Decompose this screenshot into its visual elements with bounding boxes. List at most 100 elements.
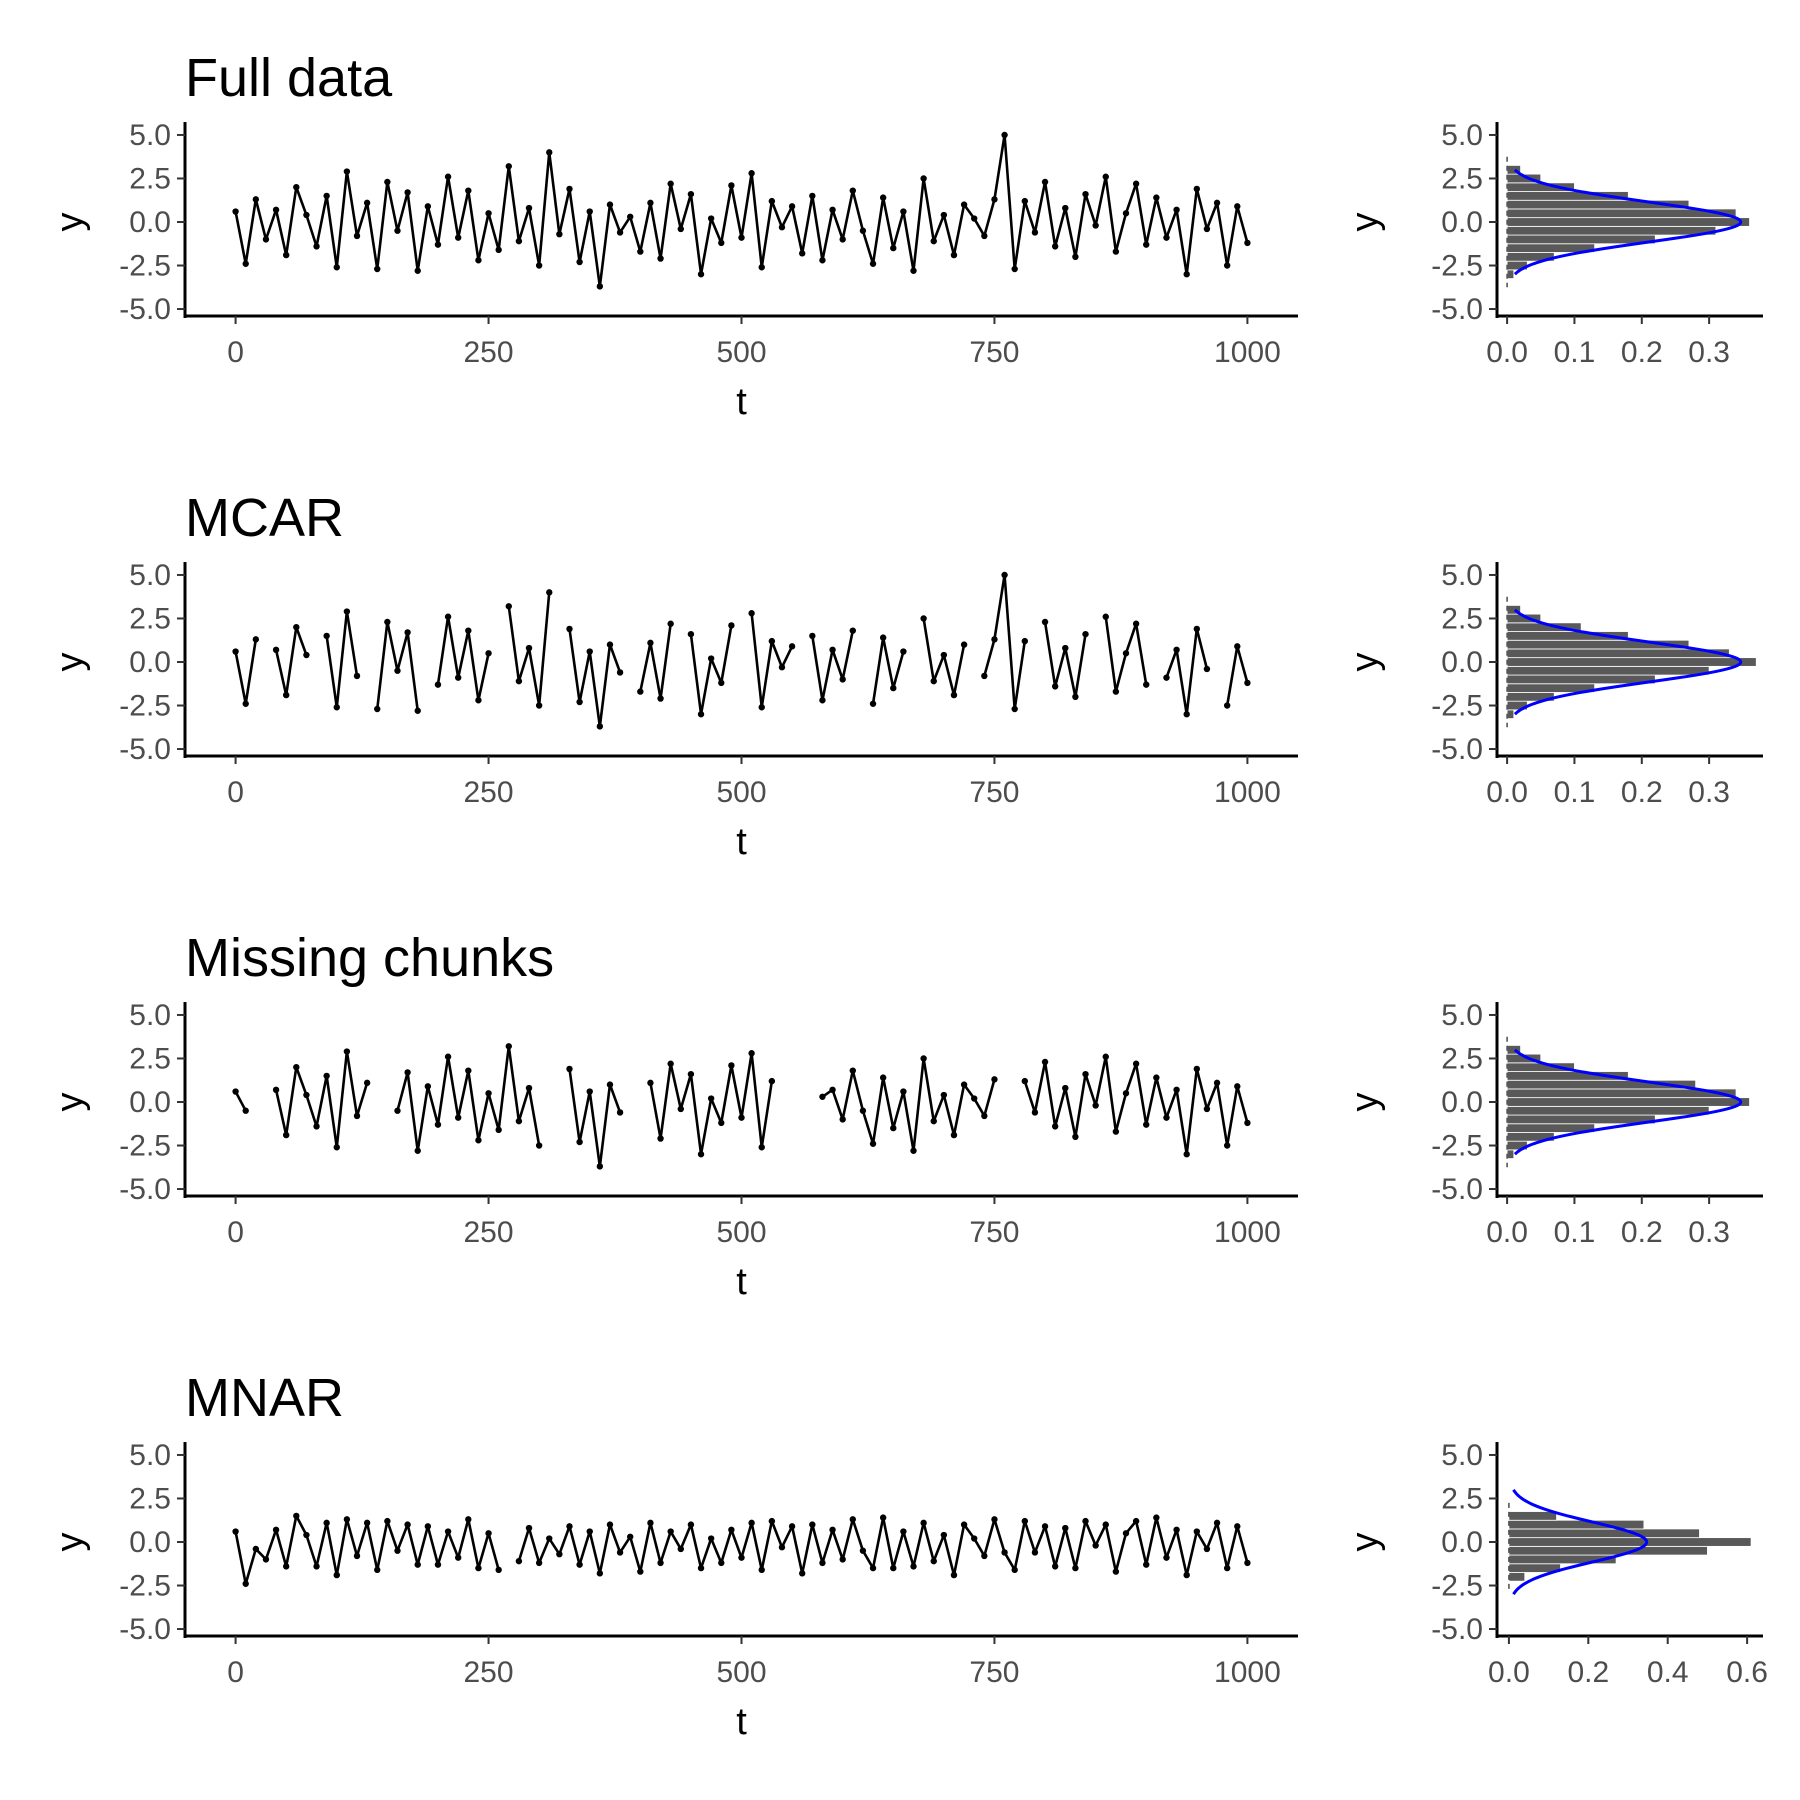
panel-3-series-segment <box>669 1063 683 1110</box>
panel-1-series-point <box>677 225 684 233</box>
panel-2-series-point <box>434 681 442 688</box>
panel-4-hist-y-title: y <box>1344 1533 1386 1552</box>
panel-1-series-point <box>485 210 492 217</box>
panel-4-series-point <box>920 1519 927 1527</box>
panel-1-series-segment <box>983 199 996 237</box>
panel-4-series-point <box>1112 1568 1120 1575</box>
panel-3-series-point <box>1244 1119 1251 1127</box>
panel-2-series-point <box>606 641 614 648</box>
panel-4-hist-x-tick-label: 0.6 <box>1726 1656 1768 1689</box>
panel-4-hist-y-tick-label: 2.5 <box>1441 1482 1483 1515</box>
panel-3-series-point <box>576 1138 583 1146</box>
panel-2-series-point <box>667 620 674 627</box>
panel-2-hist-y-title: y <box>1344 653 1386 672</box>
panel-1-series-segment <box>719 185 733 244</box>
panel-2-series-point <box>505 603 512 610</box>
panel-2-series-segment <box>467 630 480 701</box>
panel-4-series-segment <box>892 1531 905 1569</box>
panel-2-series-point <box>1051 683 1059 690</box>
panel-1-series-point <box>313 243 320 250</box>
panel-4-series-point <box>282 1563 290 1570</box>
panel-3-series-point <box>981 1112 988 1120</box>
panel-1-series-point <box>920 175 927 182</box>
panel-2-series-point <box>960 641 968 648</box>
panel-3-series-point <box>242 1107 249 1114</box>
panel-2-series-segment <box>932 654 946 682</box>
panel-4-series-point <box>252 1545 260 1553</box>
panel-4-series-segment <box>1064 1527 1077 1569</box>
panel-3-hist-x-tick-label: 0.2 <box>1621 1216 1663 1249</box>
panel-3-series-point <box>728 1062 735 1069</box>
panel-3-series-segment <box>1236 1085 1249 1124</box>
panel-1-series-point <box>718 239 725 247</box>
panel-4-series-segment <box>1165 1529 1178 1559</box>
panel-1-series-segment <box>800 195 814 254</box>
panel-4-ts-y-tick-label: 5.0 <box>129 1439 171 1472</box>
panel-2-series-segment <box>568 628 581 703</box>
panel-3-ts-x-tick-label: 1000 <box>1214 1216 1281 1249</box>
panel-4-ts-x-tick-label: 250 <box>464 1656 514 1689</box>
panel-2-series-point <box>353 672 361 680</box>
panel-2-ts-x-tick-label: 750 <box>969 776 1019 809</box>
panel-4-series-segment <box>1195 1530 1209 1550</box>
panel-2-series-segment <box>1236 645 1249 684</box>
panel-4-series-segment <box>274 1529 288 1567</box>
panel-2-series-point <box>748 610 755 617</box>
panel-2-series-segment <box>841 630 855 680</box>
panel-1-ts-x-tick-label: 0 <box>227 336 244 369</box>
panel-4-series-segment <box>983 1519 996 1557</box>
panel-3-series-point <box>1082 1070 1089 1078</box>
panel-3-series-point <box>1041 1058 1049 1066</box>
panel-3-ts-y-tick-label: 5.0 <box>129 999 171 1032</box>
panel-1-series-point <box>475 257 482 264</box>
panel-1-series-point <box>930 237 937 245</box>
panel-2-series-segment <box>821 649 834 701</box>
panel-1-series-segment <box>264 209 278 240</box>
panel-1-series-point <box>303 211 310 219</box>
panel-3-ts-y-tick-label: -5.0 <box>119 1173 171 1206</box>
panel-2-series-point <box>252 636 260 643</box>
panel-4-series-segment <box>416 1526 430 1565</box>
panel-4-series-segment <box>709 1538 723 1564</box>
panel-1-series-point <box>788 203 796 210</box>
panel-1-series-segment <box>1094 176 1108 226</box>
panel-3-series-point <box>465 1067 472 1074</box>
panel-2-ts-x-tick-label: 0 <box>227 776 244 809</box>
panel-3-series-point <box>505 1043 512 1050</box>
panel-2-ts-y-tick-label: -5.0 <box>119 733 171 766</box>
panel-2-series-point <box>849 627 856 634</box>
panel-1-series-segment <box>1023 200 1037 233</box>
panel-2-series-point <box>1132 620 1140 627</box>
panel-1-series-segment <box>254 199 268 240</box>
panel-3-hist-x-tick-label: 0.0 <box>1486 1216 1528 1249</box>
panel-1-series-point <box>282 251 290 259</box>
panel-1-series-point <box>657 255 664 262</box>
panel-1-series-segment <box>456 190 470 238</box>
panel-4-series-segment <box>922 1522 936 1562</box>
panel-1-series-point <box>1112 248 1120 255</box>
panel-1-series-segment <box>487 212 500 251</box>
panel-2-series-point <box>819 697 826 704</box>
panel-4-series-point <box>343 1516 351 1523</box>
panel-4-series-point <box>242 1580 249 1587</box>
panel-2-series-segment <box>436 616 450 685</box>
panel-2-series-segment <box>760 640 774 708</box>
panel-4-series-point <box>637 1568 644 1575</box>
panel-3-series-segment <box>1155 1077 1168 1118</box>
panel-3-series-segment <box>487 1092 500 1131</box>
panel-4-series-segment <box>639 1522 652 1572</box>
panel-4-series-segment <box>234 1531 247 1585</box>
panel-2-series-segment <box>750 613 764 708</box>
panel-1-series-point <box>454 234 462 241</box>
panel-1-series-segment <box>365 202 379 270</box>
panel-2-series-point <box>788 643 796 650</box>
panel-1-hist-bar <box>1506 225 1717 236</box>
panel-4-series-point <box>859 1547 867 1554</box>
panel-2-series-segment <box>274 649 288 696</box>
panel-2-series-segment <box>922 618 936 682</box>
panel-2-series-point <box>232 648 239 655</box>
panel-1-series-point <box>424 203 432 210</box>
panel-2-series-point <box>1011 705 1018 713</box>
panel-2-series-point <box>778 664 786 671</box>
panel-2-series-segment <box>831 649 844 680</box>
